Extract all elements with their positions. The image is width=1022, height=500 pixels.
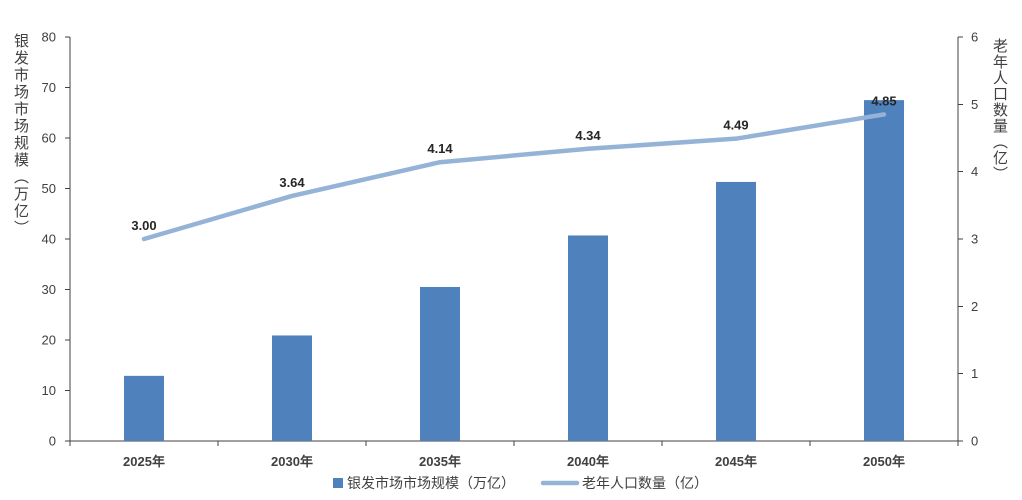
y-tick-label: 80	[42, 30, 56, 45]
x-tick-label-2045: 2045年	[715, 454, 757, 469]
y-tick-label: 10	[42, 383, 56, 398]
y2-tick-label: 3	[971, 232, 978, 247]
axes: 0 10 20 30 40 50 60 70 80 0 1 2 3 4 5 6 2025年 2030年 2035年 2…	[42, 30, 979, 469]
bar-2040	[568, 235, 608, 441]
bar-2050	[864, 100, 904, 441]
bar-series	[124, 100, 904, 441]
y2-tick-label: 0	[971, 434, 978, 449]
y2-tick-label: 1	[971, 366, 978, 381]
line-data-label-2050: 4.85	[871, 93, 896, 108]
y-tick-label: 60	[42, 131, 56, 146]
bar-2035	[420, 286, 460, 441]
y2-tick-label: 5	[971, 97, 978, 112]
line-data-label-2035: 4.14	[427, 141, 453, 156]
y-tick-label: 40	[42, 232, 56, 247]
line-data-labels: 3.00 3.64 4.14 4.34 4.49 4.85	[131, 93, 896, 233]
y-axis-title: 银发市场市场规模（万亿）	[12, 33, 29, 237]
y2-axis-title: 老年人口数量（亿）	[991, 38, 1008, 182]
y-tick-label: 50	[42, 181, 56, 196]
x-tick-label-2035: 2035年	[419, 454, 461, 469]
legend: 银发市场市场规模（万亿） 老年人口数量（亿）	[333, 475, 708, 491]
line-data-label-2040: 4.34	[575, 128, 601, 143]
y2-tick-label: 2	[971, 299, 978, 314]
x-tick-label-2025: 2025年	[123, 454, 165, 469]
y-tick-label: 30	[42, 282, 56, 297]
x-tick-label-2040: 2040年	[567, 454, 609, 469]
x-tick-label-2050: 2050年	[863, 454, 905, 469]
line-data-label-2025: 3.00	[131, 218, 156, 233]
legend-label-line: 老年人口数量（亿）	[582, 475, 708, 491]
legend-swatch-bar	[333, 478, 343, 488]
y-tick-label: 20	[42, 333, 56, 348]
y-tick-label: 70	[42, 80, 56, 95]
x-tick-label-2030: 2030年	[271, 454, 313, 469]
line-series	[141, 112, 887, 242]
bar-2045	[716, 181, 756, 441]
y-tick-label: 0	[49, 434, 56, 449]
y2-tick-label: 6	[971, 30, 978, 45]
y2-tick-label: 4	[971, 164, 978, 179]
line-data-label-2045: 4.49	[723, 118, 748, 133]
bar-2030	[272, 335, 312, 441]
bar-2025	[124, 375, 164, 441]
line-data-label-2030: 3.64	[279, 175, 305, 190]
legend-label-bar: 银发市场市场规模（万亿）	[347, 475, 515, 491]
